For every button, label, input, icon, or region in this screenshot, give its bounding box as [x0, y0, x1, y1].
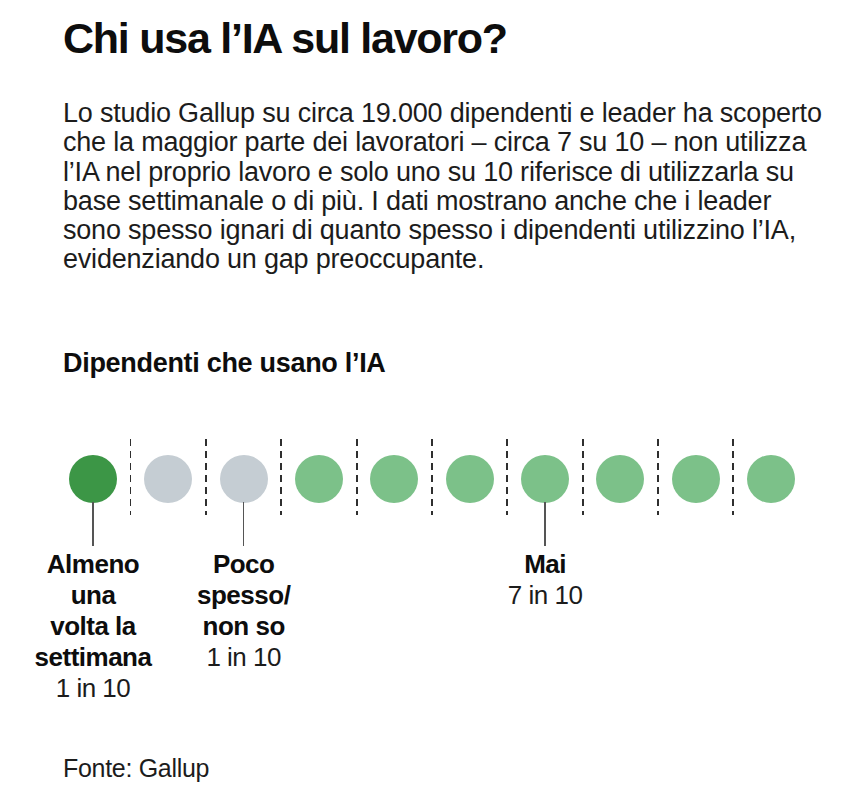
- chart-dot: [672, 455, 720, 503]
- callout-line: [92, 502, 93, 546]
- separator-dashed-line: [431, 439, 433, 515]
- separator-dashed-line: [732, 439, 734, 515]
- chart-dot: [295, 455, 343, 503]
- annotation-value: 1 in 10: [35, 673, 152, 704]
- annotation-label: Mai7 in 10: [508, 549, 583, 611]
- chart-dot: [370, 455, 418, 503]
- annotation-category: una: [35, 580, 152, 611]
- separator-dashed-line: [205, 439, 207, 515]
- separator-dashed-line: [130, 439, 132, 515]
- annotation-category: non so: [197, 611, 290, 642]
- chart-dot: [69, 455, 117, 503]
- annotation-value: 1 in 10: [197, 642, 290, 673]
- annotation-category: Mai: [508, 549, 583, 580]
- source-note: Fonte: Gallup: [63, 754, 209, 783]
- chart-dot: [596, 455, 644, 503]
- callout-line: [243, 502, 244, 546]
- annotation-category: settimana: [35, 642, 152, 673]
- annotation-label: Almenounavolta lasettimana1 in 10: [35, 549, 152, 704]
- separator-dashed-line: [657, 439, 659, 515]
- infographic-page: Chi usa l’IA sul lavoro? Lo studio Gallu…: [0, 0, 847, 806]
- separator-dashed-line: [506, 439, 508, 515]
- chart-dot: [220, 455, 268, 503]
- separator-dashed-line: [280, 439, 282, 515]
- chart-dot: [521, 455, 569, 503]
- chart-dot: [446, 455, 494, 503]
- annotation-category: spesso/: [197, 580, 290, 611]
- annotation-category: Poco: [197, 549, 290, 580]
- annotation-label: Pocospesso/non so1 in 10: [197, 549, 290, 673]
- chart-dot: [144, 455, 192, 503]
- annotation-category: volta la: [35, 611, 152, 642]
- dot-chart: Almenounavolta lasettimana1 in 10Pocospe…: [0, 0, 847, 806]
- separator-dashed-line: [582, 439, 584, 515]
- chart-dot: [747, 455, 795, 503]
- annotation-category: Almeno: [35, 549, 152, 580]
- callout-line: [544, 502, 545, 546]
- separator-dashed-line: [356, 439, 358, 515]
- annotation-value: 7 in 10: [508, 580, 583, 611]
